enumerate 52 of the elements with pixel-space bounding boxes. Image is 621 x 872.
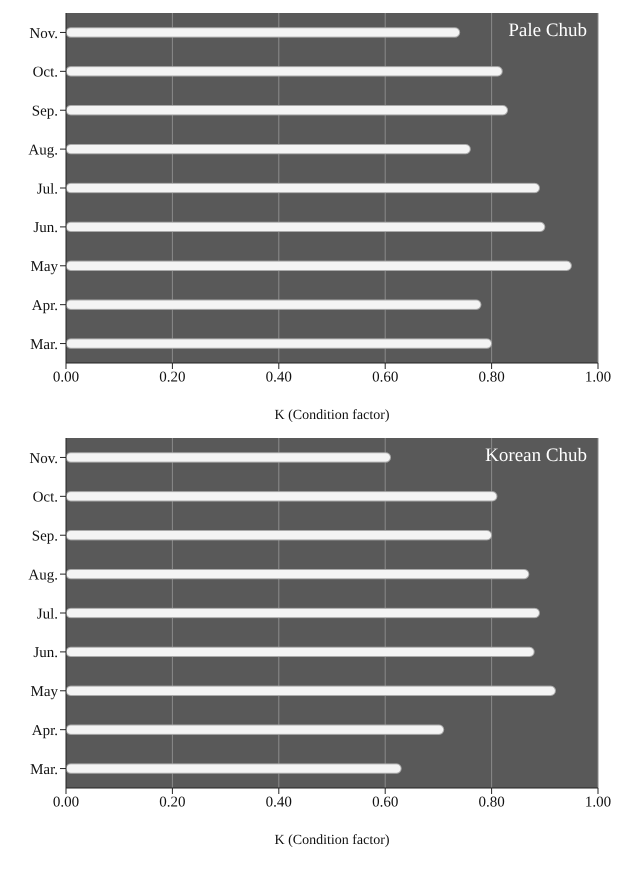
y-tick-label: Apr. xyxy=(32,722,58,739)
y-tick-label: May xyxy=(30,259,58,276)
x-tick-label: 0.00 xyxy=(52,794,80,811)
x-axis-title: K (Condition factor) xyxy=(274,833,390,848)
bar xyxy=(66,568,530,580)
x-tick-label: 0.20 xyxy=(159,370,186,386)
y-tick-label: Apr. xyxy=(32,298,58,314)
bar xyxy=(66,452,392,463)
bar xyxy=(66,724,444,735)
y-tick-label: Jun. xyxy=(33,220,58,236)
bar xyxy=(66,686,556,696)
y-tick-label: Aug. xyxy=(28,567,58,584)
y-tick-label: Jun. xyxy=(33,645,58,662)
y-tick-label: Oct. xyxy=(32,490,58,506)
x-tick-label: 0.40 xyxy=(266,794,292,811)
x-tick-label: 0.40 xyxy=(266,370,292,386)
chart-title: Korean Chub xyxy=(485,445,587,467)
bar xyxy=(66,222,546,232)
y-tick-label: Mar. xyxy=(30,762,58,778)
bar xyxy=(66,763,402,774)
y-tick-label: May xyxy=(30,684,58,700)
bar xyxy=(66,144,471,154)
bar xyxy=(66,300,482,310)
bar xyxy=(66,182,540,194)
bar xyxy=(66,491,498,502)
x-tick-label: 0.60 xyxy=(372,794,398,811)
x-tick-label: 1.00 xyxy=(584,794,612,811)
y-tick-label: Nov. xyxy=(29,26,58,42)
x-tick-label: 0.80 xyxy=(478,370,505,386)
y-tick-label: Aug. xyxy=(28,142,58,158)
y-tick-label: Sep. xyxy=(32,104,58,120)
y-tick-label: Jul. xyxy=(36,606,58,622)
bar xyxy=(66,105,508,116)
bar xyxy=(66,27,460,38)
x-tick-label: 0.20 xyxy=(159,794,186,811)
y-tick-label: Sep. xyxy=(32,528,58,545)
bar xyxy=(66,260,572,271)
y-tick-label: Oct. xyxy=(32,64,58,81)
y-tick-label: Jul. xyxy=(36,181,58,198)
bar xyxy=(66,338,492,349)
y-tick-label: Mar. xyxy=(30,336,58,353)
bar xyxy=(66,530,492,540)
x-tick-label: 0.60 xyxy=(372,370,398,386)
y-tick-label: Nov. xyxy=(29,450,58,467)
bar xyxy=(66,608,540,618)
x-tick-label: 0.80 xyxy=(478,794,505,811)
x-tick-label: 1.00 xyxy=(584,370,612,386)
x-tick-label: 0.00 xyxy=(52,370,80,386)
bar xyxy=(66,646,535,658)
chart-title: Pale Chub xyxy=(508,20,587,42)
bar xyxy=(66,66,503,76)
x-axis-title: K (Condition factor) xyxy=(274,408,390,423)
